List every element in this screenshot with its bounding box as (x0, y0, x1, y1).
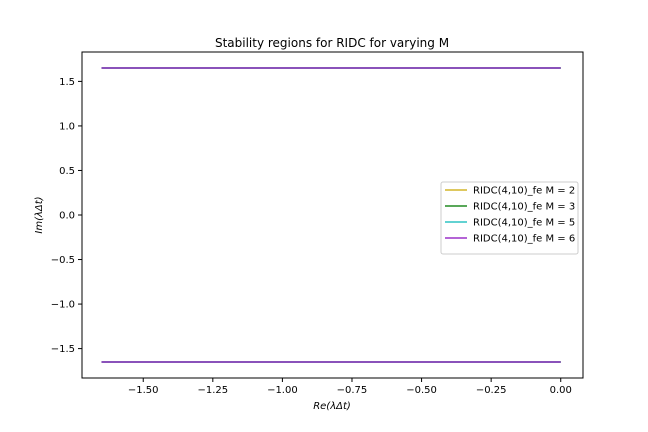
x-tick-label: −1.50 (128, 385, 159, 396)
y-tick-label: −1.0 (51, 300, 75, 311)
x-axis-label: Re(λΔt) (313, 401, 351, 412)
legend-entry-label: RIDC(4,10)_fe M = 3 (473, 202, 575, 213)
y-axis: 1.5 1.0 0.5 0.0 −0.5 −1.0 −1.5 (51, 77, 82, 355)
legend-entry-label: RIDC(4,10)_fe M = 6 (473, 234, 575, 245)
legend: RIDC(4,10)_fe M = 2 RIDC(4,10)_fe M = 3 RI… (440, 181, 579, 255)
y-tick-label: 0.5 (59, 166, 75, 177)
x-axis: −1.50 −1.25 −1.00 −0.75 −0.50 −0.25 0.00 (128, 378, 572, 396)
y-tick-label: 0.0 (59, 211, 75, 222)
chart-title: Stability regions for RIDC for varying M (215, 36, 449, 50)
y-tick-label: 1.0 (59, 121, 75, 132)
x-tick-label: 0.00 (550, 385, 572, 396)
y-tick-label: −1.5 (51, 344, 75, 355)
x-tick-label: −0.25 (476, 385, 507, 396)
x-tick-label: −0.50 (406, 385, 437, 396)
x-tick-label: −1.00 (267, 385, 298, 396)
series-layer (101, 67, 561, 363)
x-tick-label: −0.75 (337, 385, 368, 396)
legend-box (440, 181, 579, 255)
legend-entry-label: RIDC(4,10)_fe M = 2 (473, 186, 575, 197)
y-tick-label: 1.5 (59, 77, 75, 88)
x-tick-label: −1.25 (197, 385, 228, 396)
legend-entry-label: RIDC(4,10)_fe M = 5 (473, 218, 575, 229)
y-tick-label: −0.5 (51, 255, 75, 266)
y-axis-label: Im(λΔt) (34, 196, 45, 233)
